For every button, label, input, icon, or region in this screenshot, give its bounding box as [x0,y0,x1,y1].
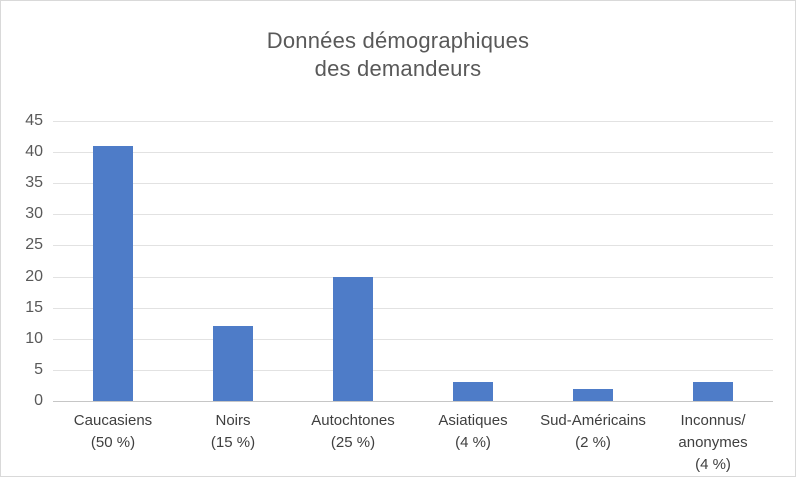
y-axis-tick-label: 40 [25,143,43,161]
gridline [53,369,773,371]
bar [573,388,613,401]
y-axis-tick-label: 25 [25,236,43,254]
gridline [53,152,773,154]
gridline [53,276,773,278]
x-axis-category-label-line: Caucasiens [73,412,153,429]
y-axis-tick-label: 20 [25,267,43,285]
x-axis-category-label-line: (15 %) [210,434,256,451]
y-axis-tick-label: 0 [34,392,43,409]
gridline [53,121,773,122]
gridline [53,183,773,185]
x-axis-category-label: Noirs (15 %) [173,410,293,454]
x-axis-category-label-line: (4 %) [695,456,731,473]
x-axis-category-label-line: Sud-Américains [540,412,646,429]
bar [453,382,493,401]
gridline [53,245,773,247]
x-axis-category-label-line: anonymes [678,434,748,451]
gridline [53,338,773,340]
y-axis-tick-label: 15 [25,298,43,316]
x-axis-category-label-line: (2 %) [575,434,611,451]
gridline [53,307,773,309]
y-axis-tick-label: 35 [25,174,43,192]
x-axis-category-label-line: (50 %) [90,434,136,451]
x-axis-category-label: Autochtones (25 %) [293,410,413,454]
y-axis-tick-label: 10 [25,329,43,347]
x-axis-category-label: Asiatiques (4 %) [413,410,533,454]
x-axis-category-label: Sud-Américains (2 %) [533,410,653,454]
chart-title-line-2: des demandeurs [314,56,482,81]
x-axis-category-label-line: Autochtones [311,412,395,429]
y-axis-tick-label: 5 [34,360,43,378]
x-axis-category-label-line: Asiatiques [438,412,508,429]
x-axis-category-label: Caucasiens (50 %) [53,410,173,454]
gridline [53,214,773,216]
y-axis-tick-label: 30 [25,205,43,223]
x-axis-category-label: Inconnus/anonymes (4 %) [653,410,773,476]
chart-title-line-1: Données démographiques [266,28,530,53]
x-axis-category-label-line: Inconnus/ [680,412,746,429]
bar [333,276,373,401]
x-axis-category-label-line: Noirs [215,412,251,429]
bar [693,382,733,401]
x-axis-category-label-line: (4 %) [455,434,491,451]
chart-title: Données démographiques des demandeurs [1,27,795,83]
y-axis-tick-label: 45 [25,112,43,129]
bar [213,326,253,401]
x-axis-line [53,401,773,402]
x-axis-category-label-line: (25 %) [330,434,376,451]
bar [93,145,133,401]
